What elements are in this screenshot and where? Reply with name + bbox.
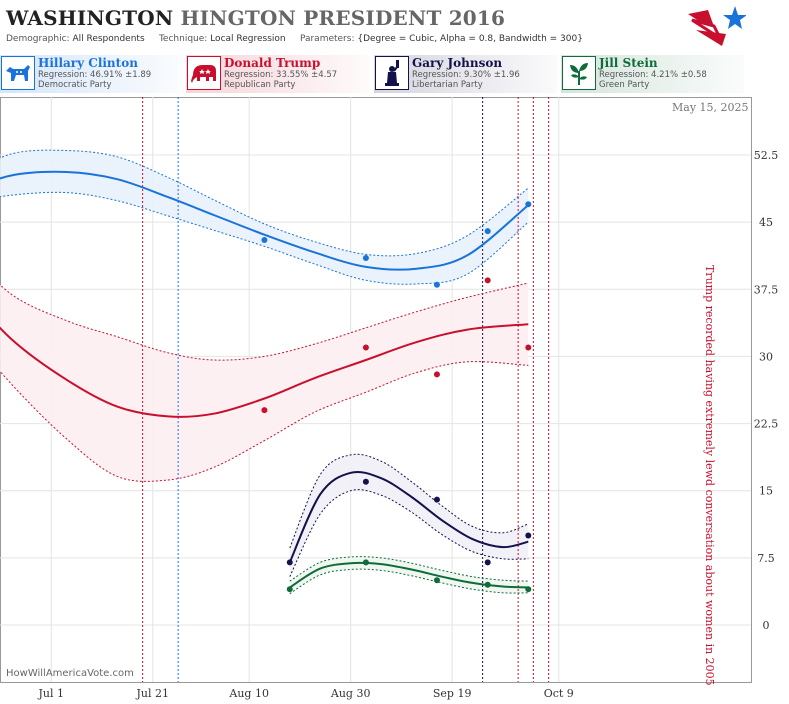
upper-bound-gary-johnson (289, 453, 529, 549)
x-tick-label: Oct 9 (544, 687, 574, 700)
site-watermark: HowWillAmericaVote.com (6, 668, 134, 679)
parameters-value: {Degree = Cubic, Alpha = 0.8, Bandwidth … (357, 34, 583, 44)
upper-bound-donald-trump (0, 282, 529, 361)
x-tick-label: Aug 10 (228, 687, 269, 700)
poll-point-jill-stein (525, 586, 532, 593)
poll-point-donald-trump (484, 277, 491, 284)
poll-point-hillary-clinton (433, 281, 440, 288)
poll-point-jill-stein (286, 586, 293, 593)
y-tick-label: 45 (759, 216, 773, 229)
y-tick-label: 22.5 (754, 418, 779, 431)
candidate-card-trump: Donald Trump Regression: 33.55% ±4.57 Re… (186, 55, 369, 93)
candidate-name: Hillary Clinton (38, 56, 138, 70)
poll-point-jill-stein (362, 559, 369, 566)
elephant-icon (187, 56, 221, 90)
poll-point-hillary-clinton (484, 228, 491, 235)
poll-point-gary-johnson (286, 559, 293, 566)
event-annotation: Trump recorded having extremely lewd con… (703, 265, 716, 686)
title-state: WASHINGTON (6, 6, 174, 30)
date-stamp: May 15, 2025 (672, 101, 749, 114)
lower-bound-jill-stein (289, 568, 529, 595)
technique-value: Local Regression (210, 34, 286, 44)
trend-line-donald-trump (0, 323, 529, 418)
poll-point-donald-trump (433, 371, 440, 378)
y-tick-label: 52.5 (754, 149, 779, 162)
trend-line-jill-stein (289, 561, 529, 589)
lower-bound-donald-trump (0, 361, 529, 482)
liberty-statue-icon (375, 56, 409, 90)
technique-label: Technique: (158, 34, 208, 44)
candidate-party: Republican Party (224, 80, 296, 90)
title-race: HINGTON PRESIDENT 2016 (180, 6, 506, 30)
confidence-band-gary-johnson (289, 454, 529, 577)
x-tick-label: Sep 19 (433, 687, 472, 700)
candidate-name: Donald Trump (224, 56, 321, 70)
poll-point-gary-johnson (484, 559, 491, 566)
y-tick-label: 30 (759, 350, 773, 363)
candidate-regression: Regression: 9.30% ±1.96 (412, 70, 520, 80)
candidate-card-stein: Jill Stein Regression: 4.21% ±0.58 Green… (561, 55, 744, 93)
trend-line-hillary-clinton (0, 170, 529, 271)
poll-point-donald-trump (362, 344, 369, 351)
upper-bound-jill-stein (289, 556, 529, 582)
confidence-band-donald-trump (0, 283, 529, 482)
poll-point-donald-trump (525, 344, 532, 351)
poll-point-hillary-clinton (525, 201, 532, 208)
poll-point-hillary-clinton (261, 237, 268, 244)
demographic-label: Demographic: (6, 34, 70, 44)
x-tick-label: Jul 21 (135, 687, 169, 700)
candidate-card-johnson: Gary Johnson Regression: 9.30% ±1.96 Lib… (374, 55, 557, 93)
plant-icon (562, 56, 596, 90)
candidate-party: Democratic Party (38, 80, 112, 90)
poll-point-jill-stein (433, 577, 440, 584)
upper-bound-hillary-clinton (0, 149, 529, 257)
candidate-regression: Regression: 4.21% ±0.58 (599, 70, 707, 80)
candidate-party: Green Party (599, 80, 650, 90)
x-tick-label: Aug 30 (330, 687, 371, 700)
poll-point-gary-johnson (362, 478, 369, 485)
poll-point-gary-johnson (525, 532, 532, 539)
poll-point-jill-stein (484, 581, 491, 588)
candidate-party: Libertarian Party (412, 80, 483, 90)
x-tick-label: Jul 1 (37, 687, 64, 700)
demographic-value: All Respondents (72, 34, 145, 44)
candidate-name: Jill Stein (599, 56, 658, 70)
candidate-regression: Regression: 33.55% ±4.57 (224, 70, 338, 80)
star-logo-icon (688, 6, 746, 46)
candidate-regression: Regression: 46.91% ±1.89 (38, 70, 152, 80)
parameters-label: Parameters: (299, 34, 355, 44)
y-tick-label: 0 (763, 619, 770, 632)
page-title: WASHINGTON HINGTON PRESIDENT 2016 (6, 6, 505, 30)
lower-bound-gary-johnson (289, 489, 529, 577)
y-tick-label: 37.5 (754, 283, 779, 296)
poll-point-gary-johnson (433, 496, 440, 503)
poll-point-donald-trump (261, 407, 268, 414)
candidate-name: Gary Johnson (412, 56, 503, 70)
lower-bound-hillary-clinton (0, 191, 529, 285)
poll-point-hillary-clinton (362, 254, 369, 261)
donkey-icon (1, 56, 35, 90)
trend-line-gary-johnson (288, 470, 529, 563)
parameters-line: Demographic: All Respondents Technique: … (6, 34, 583, 44)
candidate-card-clinton: Hillary Clinton Regression: 46.91% ±1.89… (0, 55, 183, 93)
y-tick-label: 15 (759, 485, 773, 498)
y-tick-label: 7.5 (757, 552, 775, 565)
